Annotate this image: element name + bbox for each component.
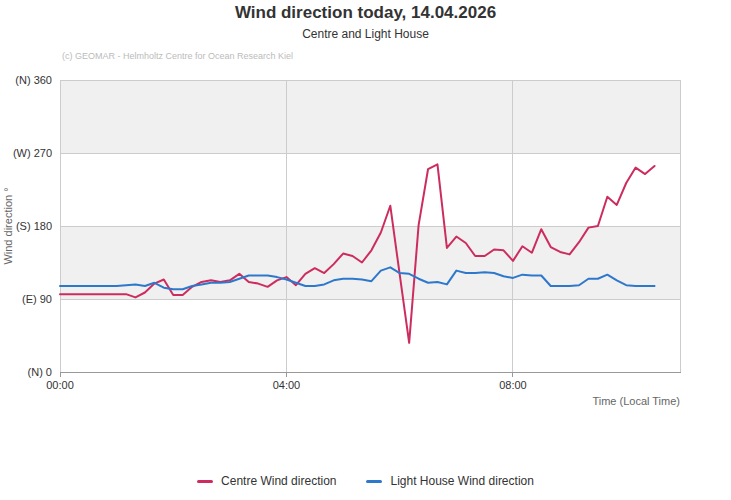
x-axis-title: Time (Local Time) — [592, 395, 680, 407]
y-tick-label: (W) 270 — [13, 147, 52, 159]
x-tick-label: 04:00 — [273, 379, 301, 391]
x-tick-label: 08:00 — [499, 379, 527, 391]
legend-item-lighthouse[interactable]: Light House Wind direction — [366, 474, 533, 488]
legend-item-centre[interactable]: Centre Wind direction — [197, 474, 336, 488]
y-tick-label: (E) 90 — [22, 293, 52, 305]
legend: Centre Wind direction Light House Wind d… — [0, 474, 731, 488]
centre-series-dash-icon — [197, 480, 213, 483]
y-tick-label: (N) 0 — [28, 366, 52, 378]
y-tick-label: (S) 180 — [16, 220, 52, 232]
lighthouse-series-dash-icon — [366, 480, 382, 483]
wind-direction-chart: Wind direction today, 14.04.2026 Centre … — [0, 0, 731, 500]
legend-label-lighthouse: Light House Wind direction — [390, 474, 533, 488]
legend-label-centre: Centre Wind direction — [221, 474, 336, 488]
plot-band — [60, 226, 680, 299]
plot-area: (N) 0 (E) 90 (S) 180 (W) 270 (N) 360 00:00 04:… — [0, 0, 731, 420]
y-axis-title: Wind direction ° — [2, 187, 14, 264]
y-tick-label: (N) 360 — [15, 74, 52, 86]
plot-band — [60, 80, 680, 153]
x-tick-label: 00:00 — [46, 379, 74, 391]
